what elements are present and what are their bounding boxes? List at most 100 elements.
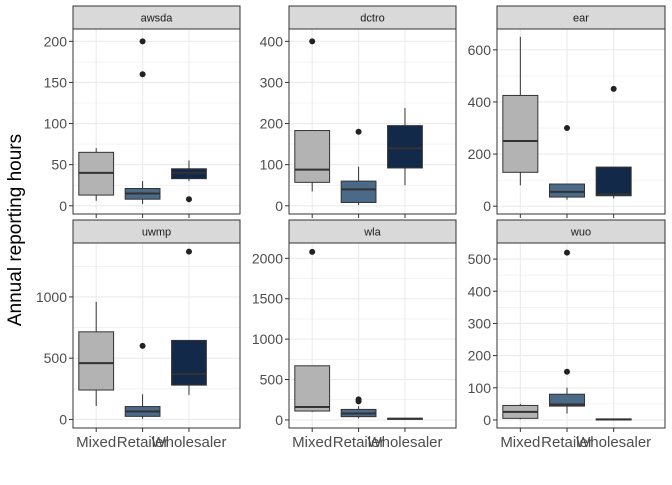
facet-panel-ear: ear 0 200 400 600 [468,5,666,218]
box-ear-Mixed [502,36,539,186]
y-tick-label: 500 [260,372,284,388]
outlier-point [139,38,146,45]
y-tick-label: 0 [483,198,491,214]
facet-panel-wuo: wuo 0 100 200 300 400 500 Mixed RetailerWholesal… [468,219,666,451]
x-tick-label: Wholesaler [151,434,226,451]
y-tick-label: 1000 [36,289,67,305]
facet-strip-label: dctro [360,13,384,25]
y-tick-label: 400 [468,94,492,110]
y-tick-label: 0 [59,198,67,214]
facet-strip [72,219,241,244]
facet-strip [288,5,457,30]
facet-panel-dctro: dctro 0 100 200 300 400 [260,5,457,218]
x-tick-label: Wholesaler [576,434,651,451]
facet-strip-label: wla [363,227,381,239]
y-tick-label: 300 [468,315,492,331]
y-tick-label: 500 [468,251,492,267]
box-uwmp-Wholesaler [171,248,207,395]
y-tick-label: 100 [44,116,68,132]
facet-strip [496,5,666,30]
x-tick-label: Retailer [333,434,385,451]
box-uwmp-Retailer [124,342,161,419]
box-wuo-Wholesaler [595,418,632,421]
y-tick-label: 0 [275,198,283,214]
y-tick-label: 200 [44,33,68,49]
outlier-point [610,85,617,92]
x-tick-label: Retailer [117,434,169,451]
y-tick-label: 50 [51,157,67,173]
facet-strip-label: uwmp [142,227,171,239]
box-body [294,130,331,183]
box-body [549,183,585,198]
box-wuo-Mixed [502,403,539,420]
y-tick-label: 0 [275,412,283,428]
box-awsda-Wholesaler [171,160,207,203]
box-dctro-Mixed [294,38,331,192]
y-tick-label: 100 [260,157,284,173]
facet-strip-label: wuo [570,227,591,239]
y-tick-label: 1500 [252,291,283,307]
y-tick-label: 0 [59,411,67,427]
x-tick-label: Wholesaler [367,434,442,451]
box-body [78,331,115,391]
box-body [387,125,423,169]
facets-layer: awsda 0 50 100 150 200 dctro 0 100 200 300 400 ear 0 2… [36,5,666,451]
x-tick-label: Retailer [541,434,593,451]
x-tick-label: Mixed [292,434,332,451]
y-tick-label: 600 [468,42,492,58]
y-tick-label: 150 [44,74,68,90]
box-body [595,166,632,197]
y-tick-label: 2000 [252,250,283,266]
y-tick-label: 400 [260,33,284,49]
facet-strip [496,219,666,244]
box-wuo-Retailer [549,249,585,414]
outlier-point [139,71,146,78]
x-tick-label: Mixed [500,434,540,451]
y-tick-label: 100 [468,380,492,396]
outlier-point [355,396,362,403]
box-wla-Retailer [340,396,377,419]
facet-strip-label: awsda [141,13,174,25]
outlier-point [309,248,316,255]
box-body [294,365,331,412]
facet-strip [288,219,457,244]
y-tick-label: 1000 [252,331,283,347]
facet-strip-label: ear [573,13,589,25]
outlier-point [564,125,570,132]
y-tick-label: 200 [468,146,492,162]
box-body [549,393,585,407]
outlier-point [564,368,570,375]
box-ear-Retailer [549,125,585,200]
facet-panel-awsda: awsda 0 50 100 150 200 [44,5,241,218]
outlier-point [185,248,192,255]
outlier-point [309,38,316,45]
outlier-point [139,342,146,349]
box-uwmp-Mixed [78,301,115,406]
box-body [171,339,207,386]
y-tick-label: 0 [483,412,491,428]
x-tick-label: Mixed [76,434,116,451]
box-body [502,94,539,173]
y-axis-title: Annual reporting hours [5,134,26,326]
box-awsda-Mixed [78,148,115,201]
box-ear-Wholesaler [595,85,632,199]
y-tick-label: 400 [468,283,492,299]
facet-panel-wla: wla 0 500 1000 1500 2000 Mixed RetailerWholesal… [252,219,457,451]
y-tick-label: 300 [260,74,284,90]
y-tick-label: 200 [260,116,284,132]
box-dctro-Retailer [340,128,377,205]
box-body [340,180,377,203]
y-tick-label: 200 [468,348,492,364]
facet-strip [72,5,241,30]
y-tick-label: 500 [44,350,68,366]
outlier-point [185,196,192,203]
outlier-point [564,249,570,256]
box-wla-Wholesaler [387,417,423,420]
box-awsda-Retailer [124,38,161,205]
box-dctro-Wholesaler [387,107,423,186]
box-wla-Mixed [294,248,331,412]
outlier-point [355,128,362,135]
